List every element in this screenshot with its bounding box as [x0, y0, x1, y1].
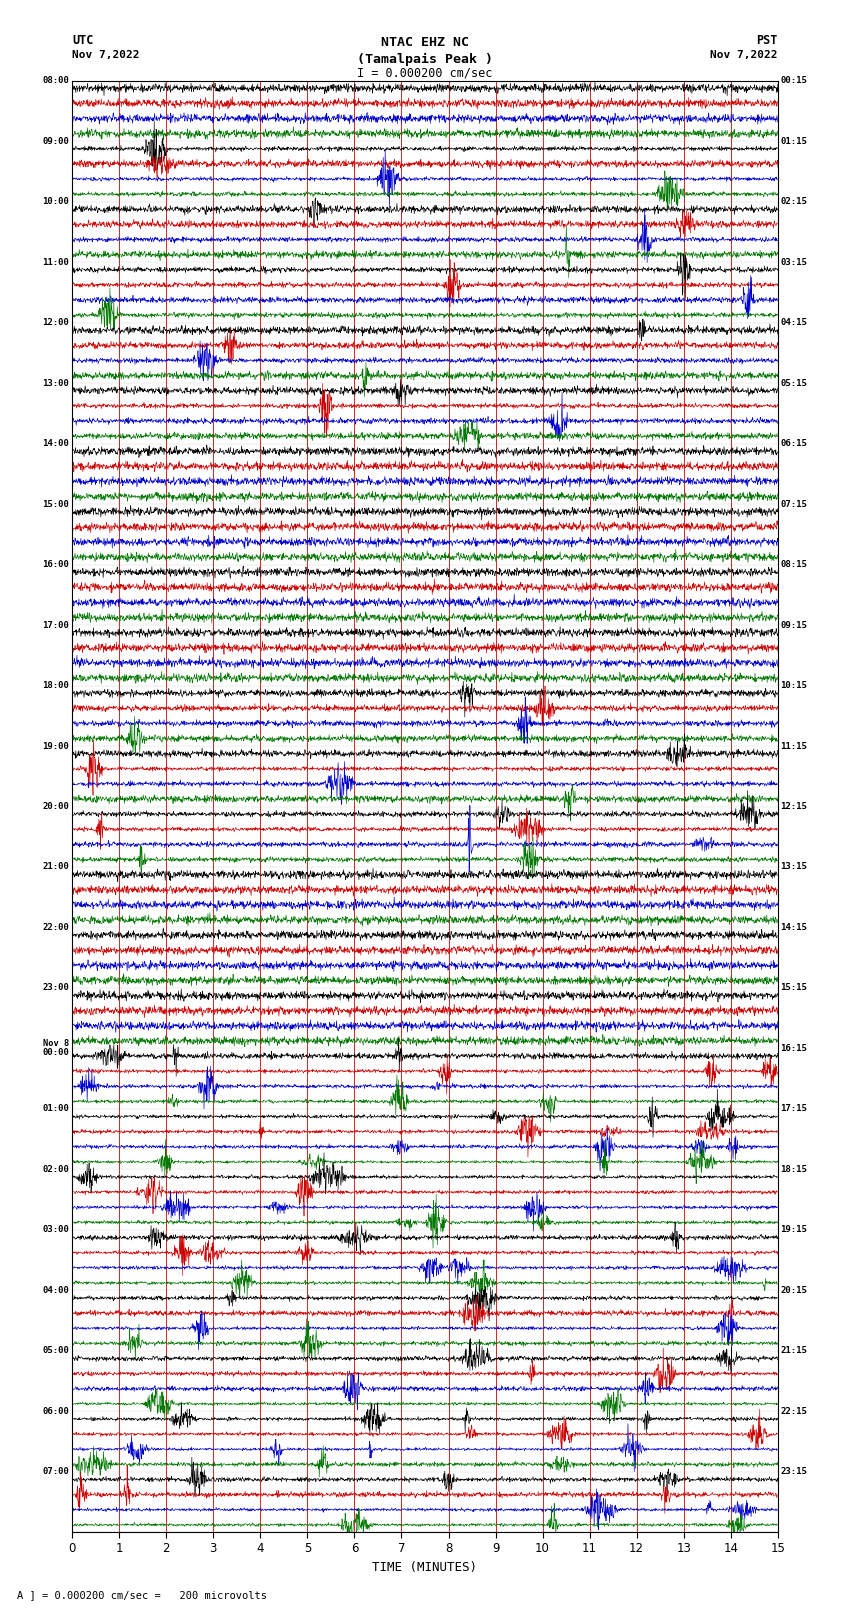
Text: 17:00: 17:00 — [42, 621, 70, 629]
Text: 12:00: 12:00 — [42, 318, 70, 327]
Text: 02:15: 02:15 — [780, 197, 808, 206]
Text: 10:00: 10:00 — [42, 197, 70, 206]
Text: 06:15: 06:15 — [780, 439, 808, 448]
Text: Nov 7,2022: Nov 7,2022 — [72, 50, 139, 60]
Text: 08:15: 08:15 — [780, 560, 808, 569]
Text: 06:00: 06:00 — [42, 1407, 70, 1416]
Text: 15:00: 15:00 — [42, 500, 70, 508]
Text: 01:15: 01:15 — [780, 137, 808, 145]
Text: 22:15: 22:15 — [780, 1407, 808, 1416]
Text: Nov 7,2022: Nov 7,2022 — [711, 50, 778, 60]
Text: 22:00: 22:00 — [42, 923, 70, 932]
Text: 01:00: 01:00 — [42, 1105, 70, 1113]
Text: I = 0.000200 cm/sec: I = 0.000200 cm/sec — [357, 66, 493, 81]
Text: 07:15: 07:15 — [780, 500, 808, 508]
Text: 23:00: 23:00 — [42, 984, 70, 992]
Text: 04:15: 04:15 — [780, 318, 808, 327]
Text: 19:00: 19:00 — [42, 742, 70, 750]
Text: 16:00: 16:00 — [42, 560, 70, 569]
Text: PST: PST — [756, 34, 778, 47]
Text: (Tamalpais Peak ): (Tamalpais Peak ) — [357, 52, 493, 66]
Text: 15:15: 15:15 — [780, 984, 808, 992]
Text: 20:15: 20:15 — [780, 1286, 808, 1295]
Text: 03:00: 03:00 — [42, 1226, 70, 1234]
Text: 12:15: 12:15 — [780, 802, 808, 811]
Text: 17:15: 17:15 — [780, 1105, 808, 1113]
Text: 07:00: 07:00 — [42, 1468, 70, 1476]
X-axis label: TIME (MINUTES): TIME (MINUTES) — [372, 1561, 478, 1574]
Text: 05:00: 05:00 — [42, 1347, 70, 1355]
Text: 11:00: 11:00 — [42, 258, 70, 266]
Text: 02:00: 02:00 — [42, 1165, 70, 1174]
Text: 18:00: 18:00 — [42, 681, 70, 690]
Text: 16:15: 16:15 — [780, 1044, 808, 1053]
Text: 14:15: 14:15 — [780, 923, 808, 932]
Text: NTAC EHZ NC: NTAC EHZ NC — [381, 37, 469, 50]
Text: 11:15: 11:15 — [780, 742, 808, 750]
Text: 21:00: 21:00 — [42, 863, 70, 871]
Text: UTC: UTC — [72, 34, 94, 47]
Text: 14:00: 14:00 — [42, 439, 70, 448]
Text: 05:15: 05:15 — [780, 379, 808, 387]
Text: 10:15: 10:15 — [780, 681, 808, 690]
Text: 00:15: 00:15 — [780, 76, 808, 85]
Text: 19:15: 19:15 — [780, 1226, 808, 1234]
Text: 18:15: 18:15 — [780, 1165, 808, 1174]
Text: 23:15: 23:15 — [780, 1468, 808, 1476]
Text: 00:00: 00:00 — [42, 1048, 70, 1058]
Text: 04:00: 04:00 — [42, 1286, 70, 1295]
Text: 03:15: 03:15 — [780, 258, 808, 266]
Text: 08:00: 08:00 — [42, 76, 70, 85]
Text: 20:00: 20:00 — [42, 802, 70, 811]
Text: 09:15: 09:15 — [780, 621, 808, 629]
Text: 21:15: 21:15 — [780, 1347, 808, 1355]
Text: 13:15: 13:15 — [780, 863, 808, 871]
Text: 13:00: 13:00 — [42, 379, 70, 387]
Text: 09:00: 09:00 — [42, 137, 70, 145]
Text: Nov 8: Nov 8 — [43, 1039, 70, 1048]
Text: A ] = 0.000200 cm/sec =   200 microvolts: A ] = 0.000200 cm/sec = 200 microvolts — [17, 1590, 267, 1600]
